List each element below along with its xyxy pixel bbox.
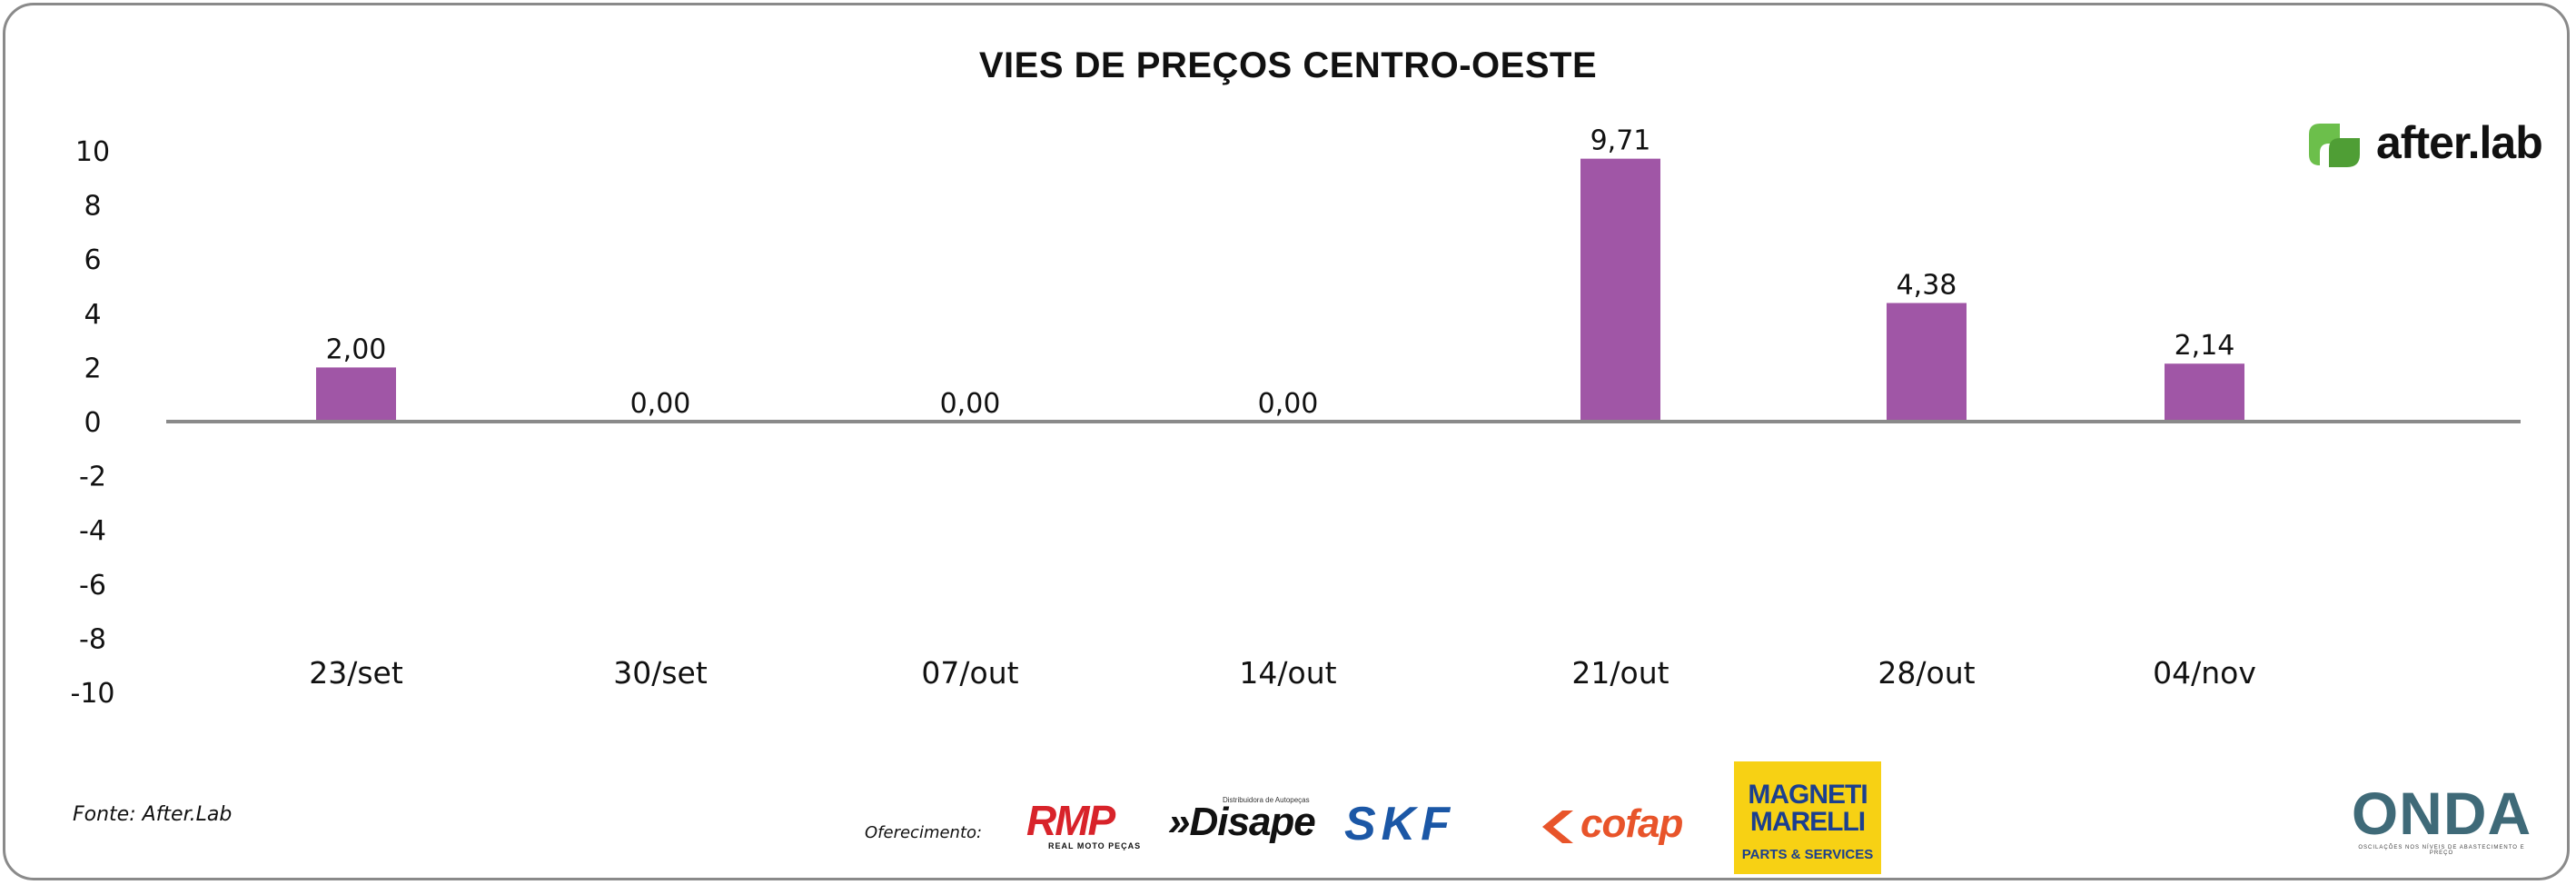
bar-value-label: 9,71 — [1590, 125, 1651, 157]
y-tick-label: 8 — [84, 191, 101, 223]
y-tick-label: -6 — [79, 570, 106, 602]
sponsor-label: Oferecimento: — [865, 823, 983, 842]
bar-value-label: 0,00 — [1258, 388, 1319, 420]
x-tick-label: 07/out — [921, 655, 1018, 691]
disape-wordmark: »Disape — [1168, 800, 1316, 844]
x-tick-label: 14/out — [1239, 655, 1336, 691]
bars — [316, 158, 2244, 422]
y-tick-label: 2 — [84, 353, 101, 384]
chart-frame — [3, 3, 2570, 880]
y-tick-label: -4 — [79, 515, 106, 547]
x-tick-label: 28/out — [1878, 655, 1975, 691]
y-tick-label: -2 — [79, 462, 106, 493]
bar-value-label: 2,00 — [326, 333, 387, 365]
chart-title: VIES DE PREÇOS CENTRO-OESTE — [978, 45, 1598, 85]
bar-value-label: 4,38 — [1897, 269, 1957, 301]
x-tick-label: 21/out — [1571, 655, 1669, 691]
rmp-wordmark: RMP — [1026, 797, 1115, 844]
skf-logo: SKF — [1344, 798, 1517, 850]
y-tick-label: 6 — [84, 244, 101, 276]
rmp-logo: RMP REAL MOTO PEÇAS — [1026, 797, 1149, 850]
disape-logo: Distribuidora de Autopeças »Disape — [1168, 792, 1323, 847]
y-tick-label: -10 — [71, 678, 115, 710]
bar-value-label: 2,14 — [2175, 330, 2235, 362]
bar — [2165, 363, 2244, 422]
bar — [1887, 303, 1967, 422]
afterlab-leaf-icon — [2309, 124, 2360, 167]
cofap-chevron-icon — [1542, 810, 1573, 843]
y-axis-ticks: 10 8 6 4 2 0 -2 -4 -6 -8 -10 — [71, 136, 115, 710]
cofap-logo: cofap — [1535, 801, 1708, 847]
onda-subtitle: OSCILAÇÕES NOS NÍVEIS DE ABASTECIMENTO E… — [2358, 845, 2525, 856]
y-tick-label: 0 — [84, 407, 101, 439]
onda-wordmark: ONDA — [2351, 780, 2532, 847]
bar-value-label: 0,00 — [630, 388, 691, 420]
bar — [316, 367, 396, 422]
cofap-wordmark: cofap — [1580, 801, 1683, 846]
rmp-subtitle: REAL MOTO PEÇAS — [1048, 841, 1142, 850]
bar-value-label: 0,00 — [940, 388, 1001, 420]
bar — [1580, 158, 1660, 422]
y-tick-label: -8 — [79, 623, 106, 655]
afterlab-logo: after.lab — [2304, 116, 2558, 171]
magneti-line2: MARELLI — [1749, 807, 1866, 837]
magneti-line1: MAGNETI — [1748, 780, 1868, 810]
x-tick-label: 30/set — [613, 655, 708, 691]
magneti-line3: PARTS & SERVICES — [1741, 847, 1874, 862]
source-note: Fonte: After.Lab — [73, 803, 233, 826]
x-tick-label: 04/nov — [2153, 655, 2256, 691]
value-labels: 2,00 0,00 0,00 0,00 9,71 4,38 2,14 — [326, 125, 2235, 420]
x-axis-labels: 23/set 30/set 07/out 14/out 21/out 28/out 04/n… — [309, 655, 2256, 691]
onda-logo: ONDA OSCILAÇÕES NOS NÍVEIS DE ABASTECIME… — [2351, 780, 2532, 856]
disape-tagline: Distribuidora de Autopeças — [1223, 796, 1310, 804]
afterlab-wordmark: after.lab — [2376, 117, 2543, 168]
x-tick-label: 23/set — [309, 655, 403, 691]
y-tick-label: 10 — [75, 136, 110, 168]
magneti-marelli-logo: MAGNETI MARELLI PARTS & SERVICES — [1734, 761, 1881, 874]
skf-wordmark: SKF — [1344, 798, 1455, 850]
y-tick-label: 4 — [84, 299, 101, 331]
